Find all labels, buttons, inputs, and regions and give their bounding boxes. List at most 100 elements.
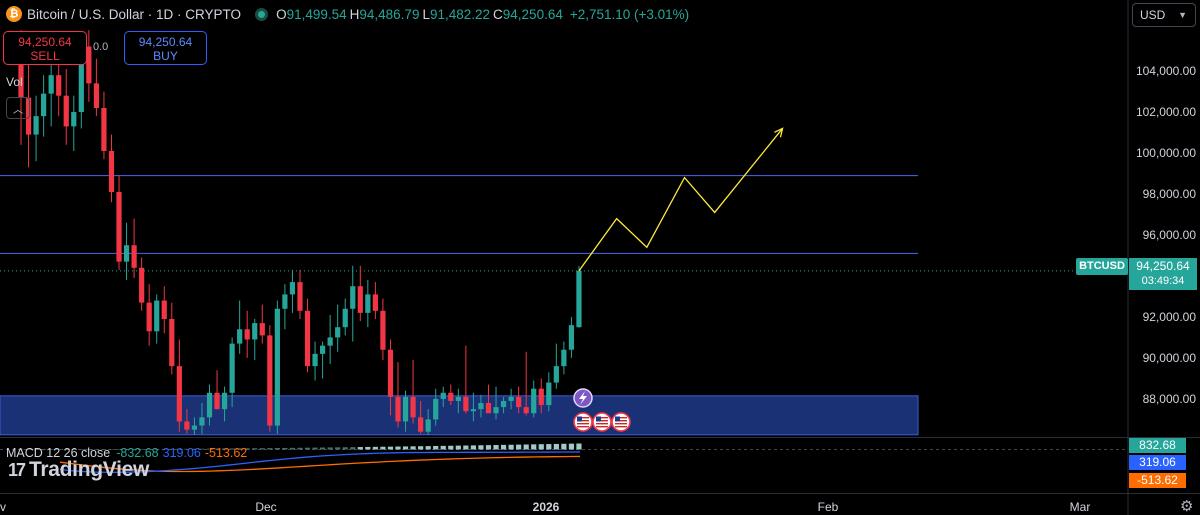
macd-legend[interactable]: MACD 12 26 close ‑832.68 319.06 -513.62 (6, 446, 247, 460)
candle (478, 394, 484, 418)
candle (48, 54, 54, 127)
flag-stripe (615, 420, 627, 422)
candle-body (78, 46, 84, 113)
candle-body (350, 286, 356, 309)
candle (63, 69, 69, 145)
symbol-title[interactable]: Bitcoin / U.S. Dollar · 1D · CRYPTO (27, 6, 242, 22)
volume-label[interactable]: Vol (6, 75, 23, 89)
candle (357, 265, 363, 322)
macd-histogram-bar (169, 448, 175, 450)
candle (531, 380, 537, 418)
candle-body (33, 116, 39, 135)
currency-value: USD (1140, 8, 1166, 22)
candle (161, 286, 167, 334)
gear-icon[interactable]: ⚙ (1180, 498, 1194, 515)
projection-path (578, 127, 784, 272)
buy-button[interactable]: 94,250.64 BUY (124, 31, 207, 65)
time-tick-label: Dec (255, 500, 276, 514)
macd-histogram-bar (297, 447, 303, 450)
candle-body (139, 267, 145, 303)
candle-body (274, 308, 280, 426)
candle-body (304, 310, 311, 367)
candle-body (440, 392, 446, 399)
candle (41, 75, 47, 137)
sell-button[interactable]: 94,250.64 SELL (3, 31, 87, 65)
currency-select[interactable]: USD ▼ (1132, 3, 1196, 27)
candle-body (553, 366, 559, 383)
open-value: 91,499.54 (286, 6, 347, 22)
low-label: L (422, 6, 430, 22)
candle-body (320, 345, 326, 354)
candle-body (191, 425, 198, 430)
candle-body (297, 282, 303, 311)
last-price-badge: 94,250.64 03:49:34 (1129, 258, 1197, 290)
candle (214, 370, 220, 410)
buy-price: 94,250.64 (138, 35, 193, 49)
price-tick-label: 88,000.00 (1143, 392, 1197, 406)
lightning-event-icon (573, 388, 593, 408)
flag-circle (573, 412, 593, 432)
projection-arrowhead (774, 127, 784, 138)
macd-histogram-bar (395, 446, 401, 450)
macd-histogram-bar (252, 448, 258, 450)
macd-histogram-bar (350, 447, 356, 450)
demand-zone-rect (0, 395, 919, 436)
candle-body (395, 396, 401, 422)
macd-histogram-bar (500, 444, 507, 450)
open-label: O (276, 6, 287, 22)
macd-histogram-bar (41, 449, 47, 450)
us-flag-event-icon (592, 412, 612, 432)
macd-histogram-bar (425, 446, 431, 450)
candle (33, 95, 39, 162)
candle (320, 341, 326, 379)
macd-histogram-bar (108, 449, 115, 450)
candle (312, 341, 318, 381)
candle-body (312, 353, 318, 367)
macd-histogram-bar (18, 449, 24, 450)
candle-body (123, 245, 130, 262)
candle-body (101, 107, 107, 151)
candle (546, 372, 552, 412)
candle-body (342, 308, 348, 328)
candle-body (365, 294, 371, 313)
flag-stripe (596, 417, 608, 419)
flag-canton (596, 416, 601, 422)
candle (335, 304, 341, 352)
collapse-legend-button[interactable]: ︿ (6, 97, 30, 119)
time-tick-label: 2026 (533, 500, 560, 514)
macd-histogram-bar (553, 443, 559, 450)
candle (131, 218, 137, 279)
candle (365, 280, 371, 328)
candle (237, 300, 243, 354)
macd-histogram-bar (86, 449, 92, 450)
macd-histogram-bar (440, 445, 446, 450)
macd-title: MACD 12 26 close (6, 446, 111, 460)
macd-histogram-bar (244, 448, 250, 450)
candle-body (169, 319, 175, 367)
macd-histogram-bar (531, 444, 537, 450)
macd-histogram-bar (568, 443, 575, 450)
flag-stripe (615, 426, 627, 428)
candle (176, 339, 182, 432)
macd-line-legend: 319.06 (162, 446, 201, 460)
price-tick-label: 98,000.00 (1143, 187, 1197, 201)
candle-body (335, 327, 341, 338)
macd-histogram-bar (523, 444, 529, 450)
macd-histogram-bar (33, 449, 39, 450)
candle (169, 302, 175, 375)
candle (380, 298, 386, 360)
macd-histogram-bar (93, 449, 99, 450)
macd-histogram-bar (214, 448, 220, 450)
candle-body (546, 382, 552, 406)
macd-histogram-bar (380, 446, 386, 450)
candle-body (184, 421, 190, 430)
flag-stripe (577, 420, 589, 422)
candle-body (402, 396, 409, 422)
candle-body (93, 83, 99, 108)
macd-signal-line (59, 455, 581, 473)
flag-stripe (596, 426, 608, 428)
macd-histogram-bar (478, 445, 484, 450)
macd-histogram-bar (176, 448, 182, 450)
flag-stripe (577, 417, 589, 419)
